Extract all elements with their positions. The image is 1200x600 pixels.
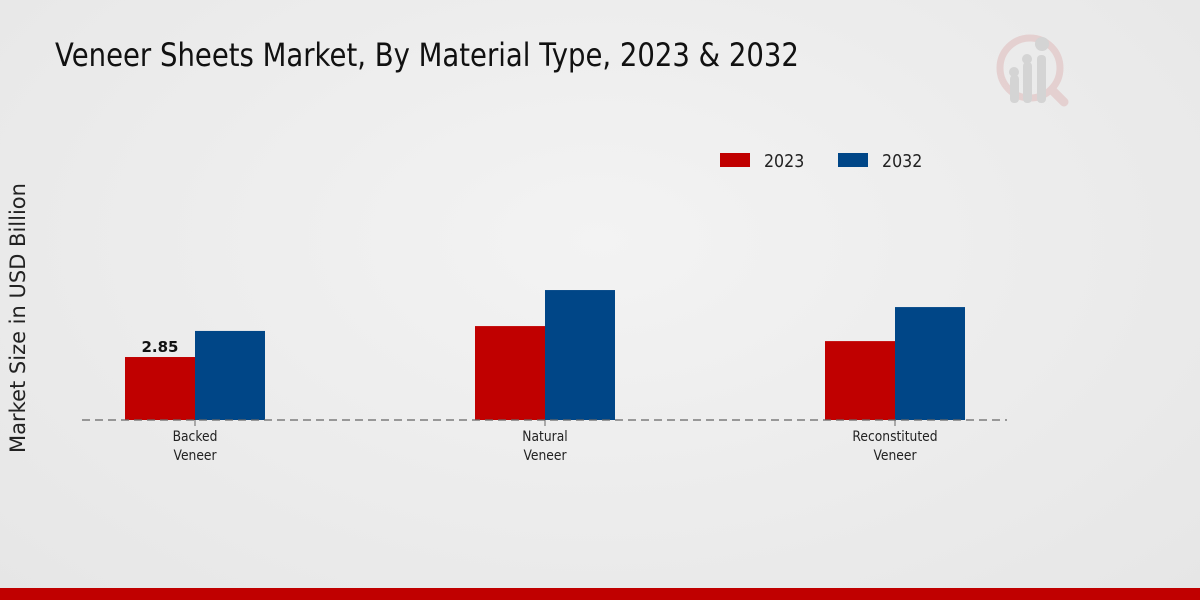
legend-label-2032: 2032	[882, 150, 922, 171]
data-label: 2.85	[141, 338, 178, 356]
x-tick-label: Natural Veneer	[522, 429, 567, 464]
bar-2023-1	[475, 326, 545, 420]
bar-2023-0	[125, 357, 195, 420]
bar-2032-2	[895, 307, 965, 420]
legend-label-2023: 2023	[764, 150, 804, 171]
legend-swatch-2023	[720, 153, 750, 167]
x-tick-label: Reconstituted Veneer	[852, 429, 937, 464]
watermark-logo-icon	[996, 34, 1069, 107]
bar-2023-2	[825, 341, 895, 420]
legend-swatch-2032	[838, 153, 868, 167]
bar-2032-1	[545, 290, 615, 420]
legend: 2023 2032	[720, 150, 922, 171]
bar-2032-0	[195, 330, 265, 420]
chart-title: Veneer Sheets Market, By Material Type, …	[55, 36, 799, 74]
x-tick-label: Backed Veneer	[173, 429, 218, 464]
footer-accent-bar	[0, 588, 1200, 600]
